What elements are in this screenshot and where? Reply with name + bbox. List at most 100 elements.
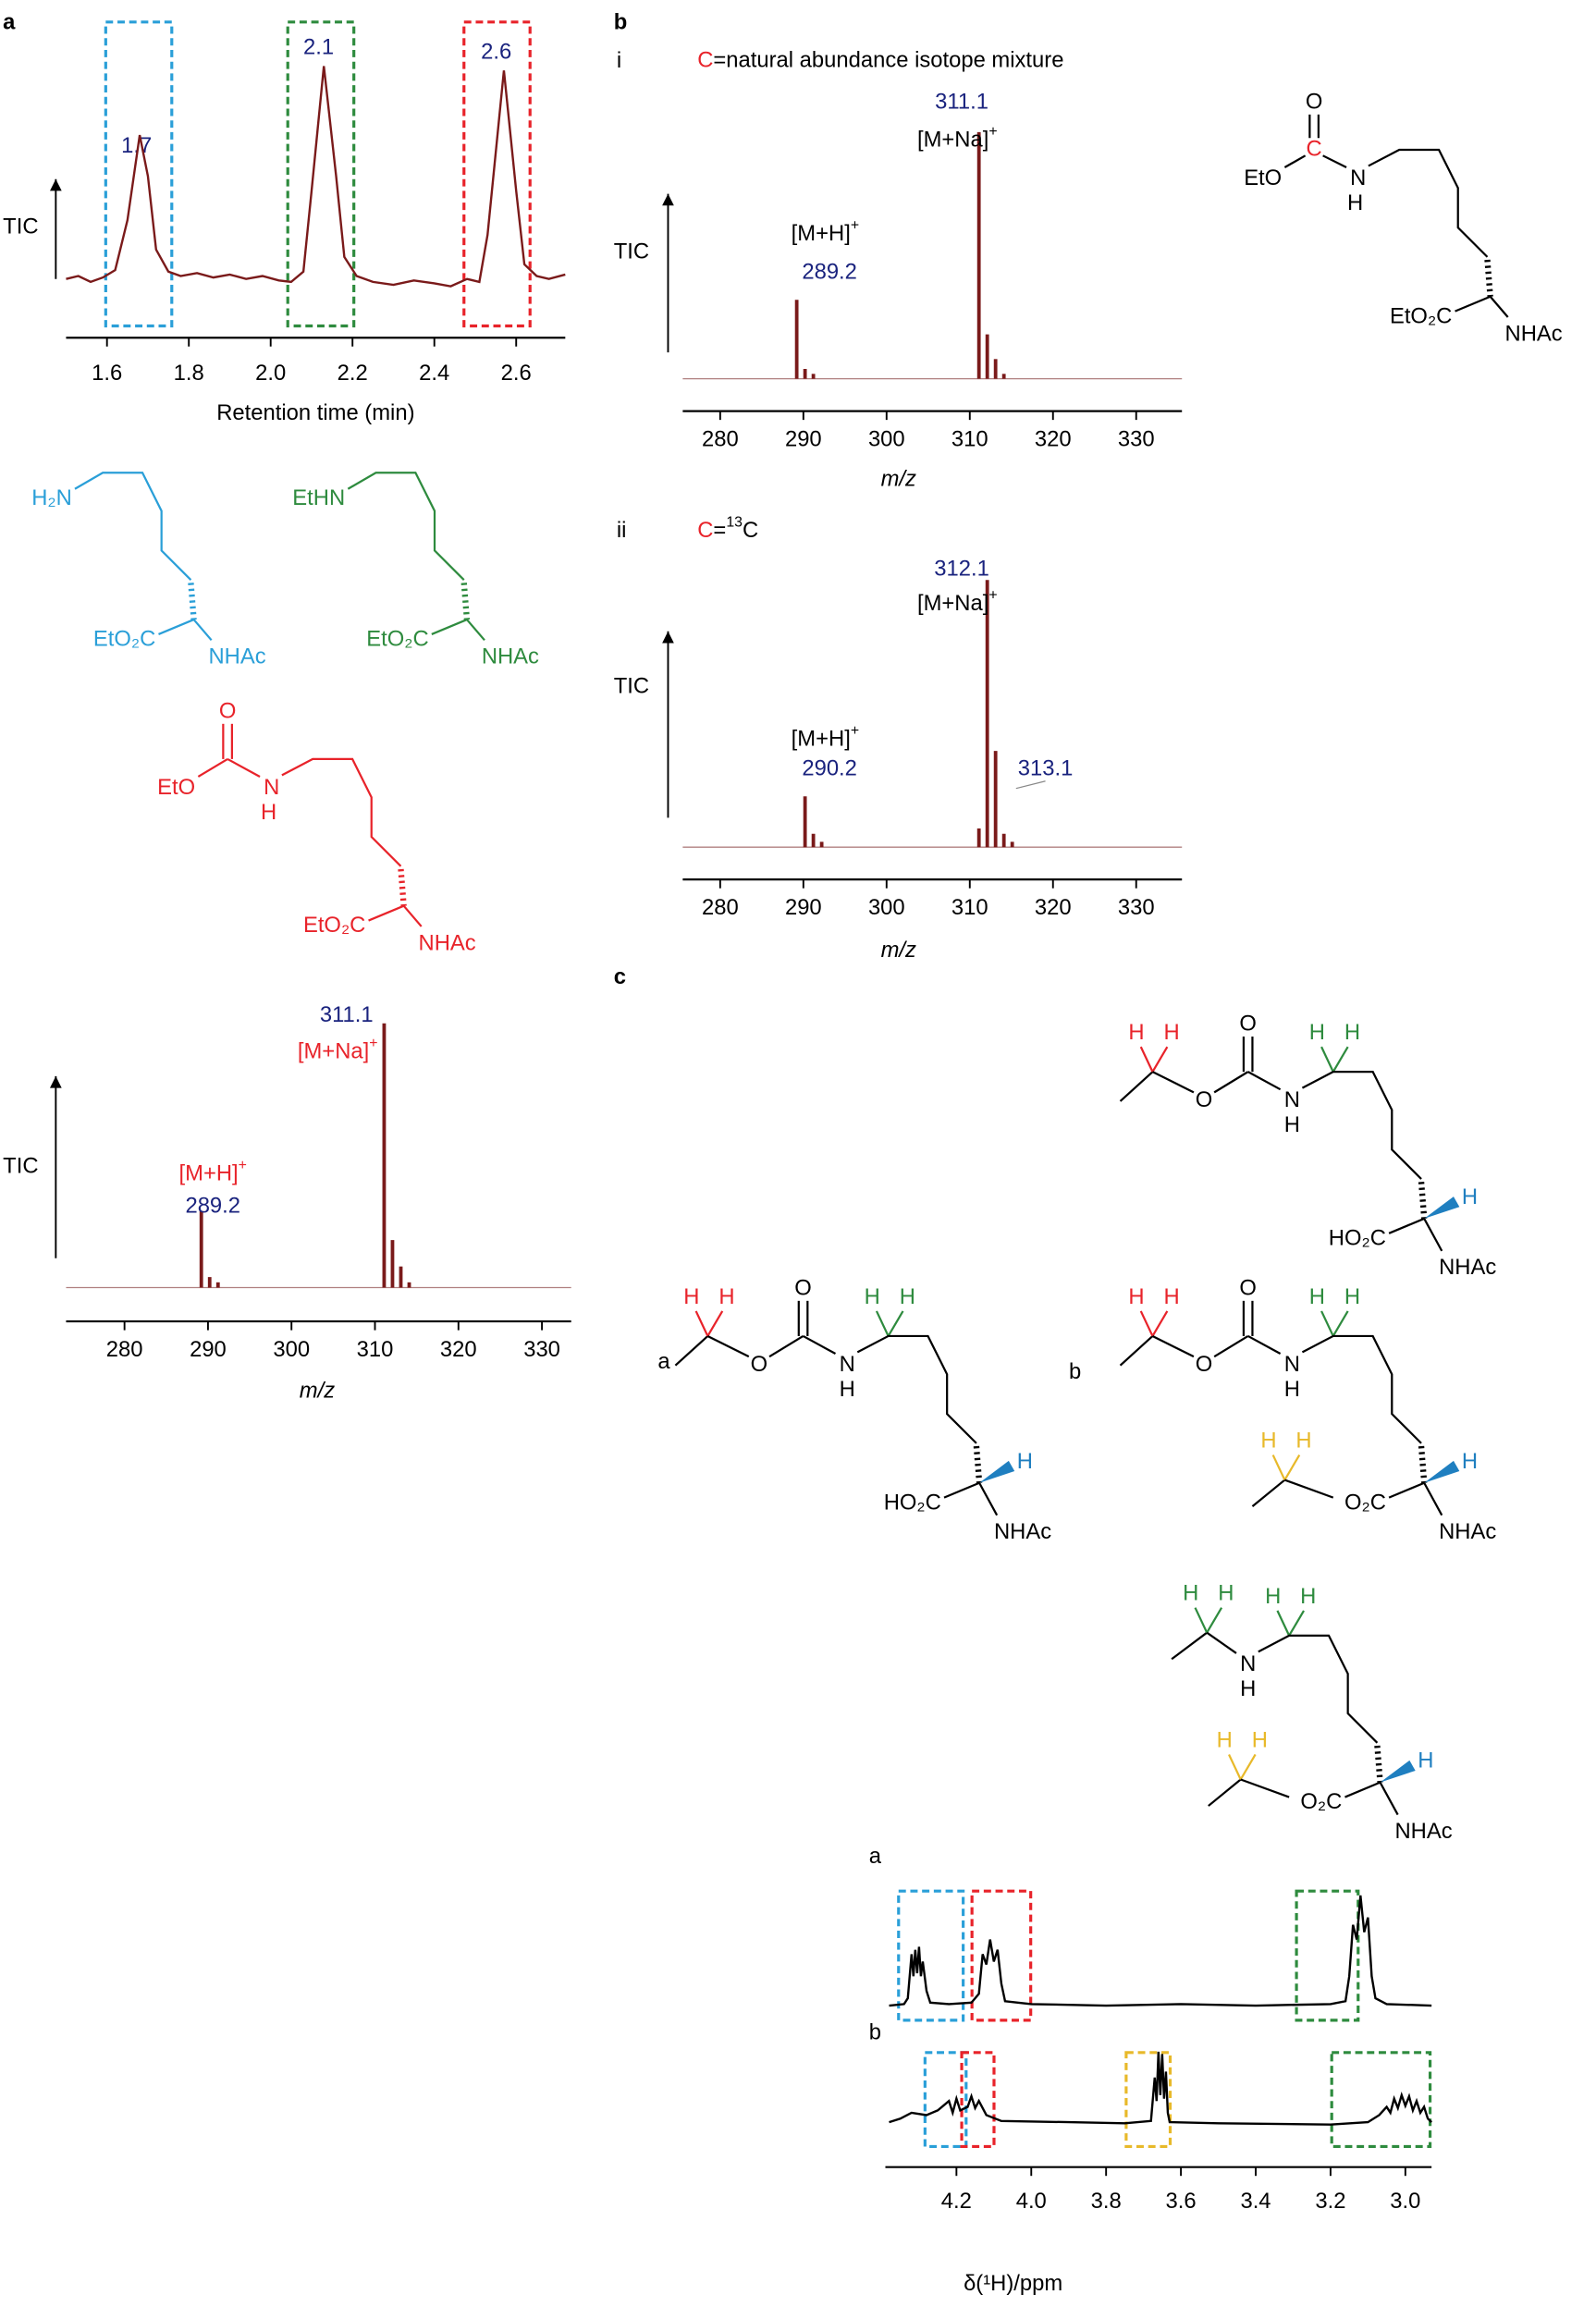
bond (1119, 1071, 1154, 1102)
bond (1276, 1610, 1291, 1637)
x-tick-label: 2.0 (255, 361, 286, 386)
bond (227, 757, 261, 778)
atom-label: H (1347, 190, 1363, 215)
peak-box (462, 20, 532, 328)
peak-mz: 312.1 (934, 556, 989, 581)
atom-label: NHAc (482, 644, 539, 669)
bond (1239, 1753, 1257, 1781)
atom-label: H (840, 1377, 855, 1402)
atom-label: EtO (157, 775, 195, 800)
bond (197, 757, 228, 778)
bond (1119, 1335, 1154, 1367)
atom-label: H₂N (31, 485, 72, 510)
peak-box (286, 20, 356, 328)
bond (368, 904, 405, 922)
bond (706, 1310, 724, 1337)
atom-label: N (1240, 1651, 1256, 1676)
x-tick-label: 3.8 (1091, 2189, 1122, 2214)
atom-label: O (1306, 89, 1323, 114)
bond (943, 1481, 980, 1499)
x-tick-label: 2.6 (501, 361, 532, 386)
peak-mz: 289.2 (802, 260, 857, 285)
atom-label: O (1239, 1012, 1257, 1037)
compound-label: b (1069, 1359, 1081, 1384)
atom-label: NHAc (1394, 1819, 1452, 1844)
compound-label: a (657, 1349, 670, 1374)
x-tick-label: 300 (868, 895, 905, 920)
x-tick-label: 2.4 (419, 361, 449, 386)
x-axis-label: m/z (300, 1379, 335, 1404)
atom-label: H (261, 800, 276, 825)
atom-label: O (1196, 1352, 1213, 1377)
bond (856, 1334, 977, 1444)
arrow-head (49, 178, 62, 191)
peak-mz: 313.1 (1018, 755, 1074, 780)
bond (768, 1335, 804, 1358)
peak-mz: 289.2 (185, 1194, 240, 1219)
atom-label: O (751, 1352, 768, 1377)
atom-label: H (900, 1284, 915, 1309)
bond (1151, 1334, 1195, 1358)
x-tick-label: 3.2 (1315, 2189, 1345, 2214)
bond (1283, 154, 1307, 168)
trace (889, 1895, 1432, 2007)
atom-label: H (1344, 1284, 1360, 1309)
atom-label: H (1265, 1584, 1281, 1609)
subtitle-part: = (713, 518, 726, 543)
bond (158, 619, 195, 635)
bond (1251, 1479, 1286, 1508)
atom-label: H (1300, 1584, 1316, 1609)
atom-label: HO₂C (884, 1490, 941, 1515)
atom-label: H (1128, 1020, 1144, 1045)
ion-charge: + (369, 1036, 377, 1051)
subtitle-part: =natural abundance isotope mixture (713, 48, 1063, 73)
atom-label: EtO₂C (303, 913, 365, 938)
x-tick-label: 290 (190, 1337, 227, 1362)
x-tick-label: 300 (273, 1337, 310, 1362)
atom-label: H (1309, 1284, 1325, 1309)
bond (1208, 1778, 1242, 1807)
x-tick-label: 290 (785, 895, 822, 920)
atom-label: H (1284, 1112, 1300, 1137)
y-axis-label: TIC (614, 239, 649, 264)
wedge-bond (979, 1460, 1015, 1483)
atom-label: NHAc (419, 930, 476, 955)
bond (1240, 1778, 1290, 1798)
subtitle: C=13C (697, 514, 758, 543)
bond (1206, 1631, 1237, 1654)
x-tick-label: 310 (951, 895, 988, 920)
atom-label: NHAc (1439, 1519, 1496, 1544)
atom-label: H (1164, 1284, 1180, 1309)
atom-label: H (1252, 1727, 1268, 1752)
ion-label: [M+H]+ (792, 723, 859, 752)
bond (1194, 1607, 1209, 1634)
atom-label: EtO (1244, 166, 1282, 190)
bond (1379, 1782, 1399, 1816)
atom-label: O₂C (1300, 1789, 1342, 1814)
bond (466, 619, 485, 642)
bond (1271, 1454, 1286, 1481)
subtitle-part: C (743, 518, 758, 543)
x-tick-label: 330 (1118, 427, 1155, 452)
bond (1423, 1482, 1443, 1516)
atom-label: N (1284, 1087, 1300, 1112)
hashed-bond (398, 868, 407, 906)
bond (1151, 1046, 1169, 1073)
x-tick-label: 320 (440, 1337, 477, 1362)
hashed-bond (1374, 1745, 1383, 1783)
bond (347, 472, 465, 581)
region-box (1330, 2051, 1432, 2149)
region-box (960, 2051, 996, 2149)
wedge-bond (1424, 1460, 1460, 1483)
atom-label: H (1344, 1020, 1360, 1045)
arrow-head (49, 1075, 62, 1088)
panel-label: a (3, 10, 16, 35)
atom-label: N (1350, 166, 1366, 190)
arrow-head (662, 193, 674, 206)
region-box (1295, 1889, 1360, 2022)
trace (66, 66, 566, 288)
atom-label: NHAc (1439, 1255, 1496, 1280)
x-tick-label: 1.8 (174, 361, 204, 386)
x-tick-label: 1.6 (92, 361, 122, 386)
bond (1322, 154, 1347, 169)
